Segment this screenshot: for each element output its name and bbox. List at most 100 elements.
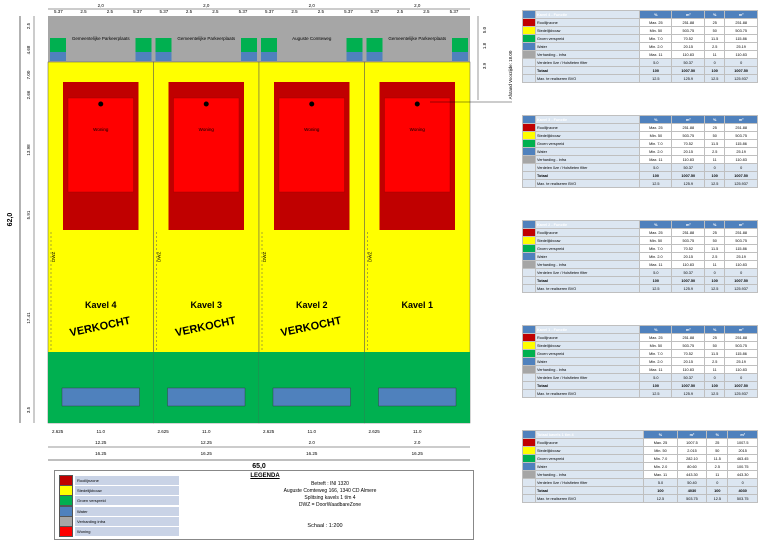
table-cell: 110.83 <box>724 50 758 59</box>
table-cell: 125.937 <box>724 179 758 188</box>
table-cell: 50.37 <box>671 373 706 382</box>
table-cell: 1007.50 <box>724 276 758 285</box>
table-cell: 503.75 <box>724 236 758 245</box>
table-cell: 503.75 <box>676 494 708 503</box>
row-color-swatch <box>522 123 536 132</box>
table-cell: 115.86 <box>724 139 758 148</box>
top-dim: 2.5 <box>291 9 298 14</box>
table-bvo-row: Max. te realiseren BVO 12.5 125.9 12.5 125.9… <box>522 179 758 188</box>
table-bvo-row: Max. te realiseren BVO 12.5 125.9 12.5 125.9… <box>522 74 758 83</box>
table-bvo-row: Max. te realiseren BVO 12.5 125.9 12.5 125.9… <box>522 284 758 293</box>
row-label: Rooilijnzone <box>534 18 641 27</box>
row-color-swatch <box>522 357 536 366</box>
row-label: Rooilijnzone <box>534 438 645 447</box>
table-row: Water Min. 2.0 20.15 2.5 25.19 <box>522 147 758 156</box>
left-dim: 3.5 <box>26 406 31 413</box>
legend-scale: Schaal : 1:200 <box>307 523 343 529</box>
table-cell: % <box>704 325 726 334</box>
table-cell: 1007.50 <box>671 276 706 285</box>
row-color-swatch <box>522 26 536 35</box>
table-cell: 0 <box>706 478 729 487</box>
legend-line-address: Auguste Comteweg 166, 1340 CD Almere <box>283 488 377 494</box>
legend-item: Groen verspreid <box>59 495 179 507</box>
bottom-dim: 2.0 <box>414 440 421 445</box>
table-cell: Max. 25 <box>639 18 673 27</box>
table-cell: 12.5 <box>704 284 726 293</box>
top-parking-label: Gemeentelijke Parkeerplaats <box>388 36 447 41</box>
plot-house <box>67 97 134 193</box>
top-dim: 5.37 <box>371 9 380 14</box>
left-dim: 2.5 <box>26 22 31 29</box>
table-cell: Min. 50 <box>639 341 673 350</box>
table-cell: 25 <box>704 333 726 342</box>
table-title: Totaal kavels 1 t/m 4 <box>534 430 645 439</box>
row-color-swatch <box>522 470 536 479</box>
table-cell: 251.88 <box>671 123 706 132</box>
table-bvo-row: Max. te realiseren BVO 12.5 125.9 12.5 125.9… <box>522 389 758 398</box>
table-cell: 0 <box>704 268 726 277</box>
row-color-swatch <box>522 325 536 334</box>
row-color-swatch <box>522 131 536 140</box>
table-cell: 2.5 <box>704 147 726 156</box>
table-cell: % <box>704 10 726 19</box>
bottom-dim: 11.0 <box>413 429 422 434</box>
total-width-label: 65,0 <box>252 463 266 470</box>
bottom-dim: 12.25 <box>95 440 107 445</box>
row-label: Verdelen 0ze / Holsfieten filter <box>534 58 641 67</box>
bottom-dim: 16.25 <box>306 451 318 456</box>
table-cell: 12.5 <box>706 494 729 503</box>
table-cell: 0 <box>724 58 758 67</box>
row-label: Totaal <box>534 66 641 75</box>
table-cell: 25 <box>704 228 726 237</box>
table-cell: Min. 2.0 <box>639 147 673 156</box>
table-cell: 50.37 <box>671 58 706 67</box>
row-color-swatch <box>522 446 536 455</box>
table-cell: 12.5 <box>704 74 726 83</box>
row-color-swatch <box>522 171 536 180</box>
table-cell: 0 <box>724 163 758 172</box>
plot-connection-dot <box>98 101 104 107</box>
row-color-swatch <box>522 462 536 471</box>
row-color-swatch <box>522 438 536 447</box>
row-label: Max. te realiseren BVO <box>534 179 641 188</box>
table-row: Stedelijkbouw Min. 50 503.75 50 503.75 <box>522 131 758 140</box>
table-cell: 125.9 <box>671 389 706 398</box>
top-dim: 2.5 <box>397 9 404 14</box>
row-color-swatch <box>522 454 536 463</box>
top-dim: 2.5 <box>423 9 430 14</box>
plot-green-corner-right <box>346 38 363 52</box>
table-cell: 50 <box>704 131 726 140</box>
area-table: Kavel 4 - Functie% m²% m² Rooilijnzone Max. … <box>522 10 758 83</box>
table-cell: 11.5 <box>704 34 726 43</box>
table-cell: 20.15 <box>671 147 706 156</box>
table-cell: % <box>639 325 673 334</box>
plot-green-corner-left <box>50 38 66 52</box>
legend-item: Stedelijkbouw <box>59 484 179 496</box>
row-label: Totaal <box>534 276 641 285</box>
table-cell: 503.75 <box>724 26 758 35</box>
bottom-dim: 2.0 <box>309 440 316 445</box>
table-cell: 1007.50 <box>671 381 706 390</box>
table-row: Groen verspreid Min. 7.0 70.52 11.5 115.86 <box>522 244 758 253</box>
row-label: Verdelen 0ze / Holsfieten filter <box>534 163 641 172</box>
dwz-label: DWZ <box>51 252 56 262</box>
legend-lines: Betreft : INI 1320 Auguste Comteweg 166,… <box>200 481 460 509</box>
legend-box: Rooilijnzone Stedelijkbouw Groen verspreid… <box>54 470 474 540</box>
table-cell: 25.19 <box>724 357 758 366</box>
table-cell: Max. 11 <box>639 155 673 164</box>
table-cell: m² <box>727 430 758 439</box>
table-cell: 80.60 <box>676 462 708 471</box>
table-cell: Max. 25 <box>639 333 673 342</box>
plot-green-corner-right <box>241 38 257 52</box>
area-table: Kavel 2 - Functie% m²% m² Rooilijnzone Max. … <box>522 220 758 293</box>
table-row: Stedelijkbouw Min. 50 2.015 50 2015 <box>522 446 758 455</box>
row-label: Water <box>534 147 641 156</box>
bottom-dim: 16.25 <box>95 451 107 456</box>
top-dim: 2,0 <box>98 3 105 8</box>
row-label: Stedelijkbouw <box>534 446 645 455</box>
plot-water-pond <box>61 387 140 407</box>
table-cell: 251.88 <box>671 333 706 342</box>
table-cell: 125.9 <box>671 74 706 83</box>
front-distance-note: Afstand Voorzijde: 18.00 <box>508 50 513 99</box>
table-total-row: Totaal 100 4030 100 4030 <box>522 486 758 495</box>
